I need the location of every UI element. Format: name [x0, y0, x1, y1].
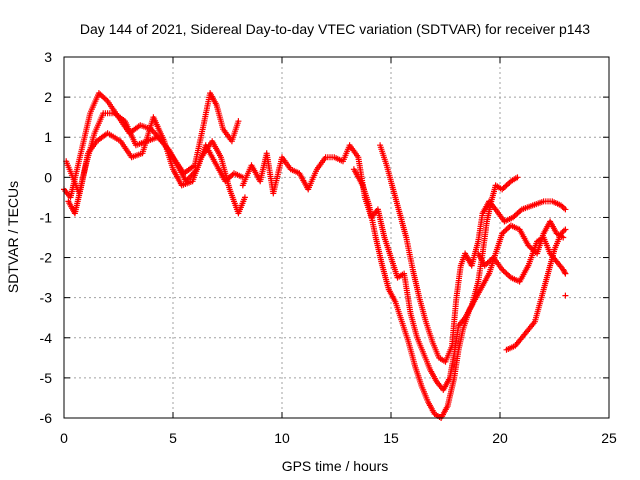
x-tick-label: 5 — [169, 430, 177, 446]
series-track-5 — [350, 166, 567, 421]
x-tick-label: 10 — [274, 430, 290, 446]
y-tick-label: -6 — [40, 410, 53, 426]
data-point — [241, 194, 248, 201]
data-point — [562, 226, 569, 233]
y-axis-label: SDTVAR / TECUs — [5, 181, 21, 293]
x-tick-labels: 0 5 10 15 20 25 — [60, 430, 617, 446]
y-tick-label: 1 — [44, 129, 52, 145]
x-tick-label: 15 — [383, 430, 399, 446]
y-tick-label: -4 — [40, 330, 53, 346]
data-point — [562, 292, 569, 299]
plot-frame — [63, 56, 610, 419]
x-tick-label: 20 — [492, 430, 508, 446]
data-point — [514, 174, 521, 181]
y-tick-label: -3 — [40, 290, 53, 306]
y-tick-labels: -6 -5 -4 -3 -2 -1 0 1 2 3 — [40, 49, 53, 426]
series-track-3 — [65, 114, 248, 217]
data-point — [562, 206, 569, 213]
data-points — [61, 90, 569, 421]
data-point — [235, 118, 242, 125]
series-track-8 — [503, 226, 569, 353]
y-tick-label: 3 — [44, 49, 52, 65]
x-axis-label: GPS time / hours — [282, 458, 389, 474]
data-point — [562, 270, 569, 277]
y-tick-label: 0 — [44, 169, 52, 185]
series-track-7 — [475, 234, 569, 285]
data-point — [515, 209, 522, 216]
series-isolated — [562, 292, 569, 299]
x-tick-label: 25 — [601, 430, 617, 446]
y-tick-label: -2 — [40, 250, 53, 266]
chart-title: Day 144 of 2021, Sidereal Day-to-day VTE… — [80, 21, 590, 37]
series-track-6 — [377, 142, 569, 365]
axis-ticks — [63, 56, 610, 419]
y-tick-label: -5 — [40, 370, 53, 386]
y-tick-label: 2 — [44, 89, 52, 105]
y-tick-label: -1 — [40, 209, 53, 225]
data-point — [561, 269, 568, 276]
x-tick-label: 0 — [60, 430, 68, 446]
